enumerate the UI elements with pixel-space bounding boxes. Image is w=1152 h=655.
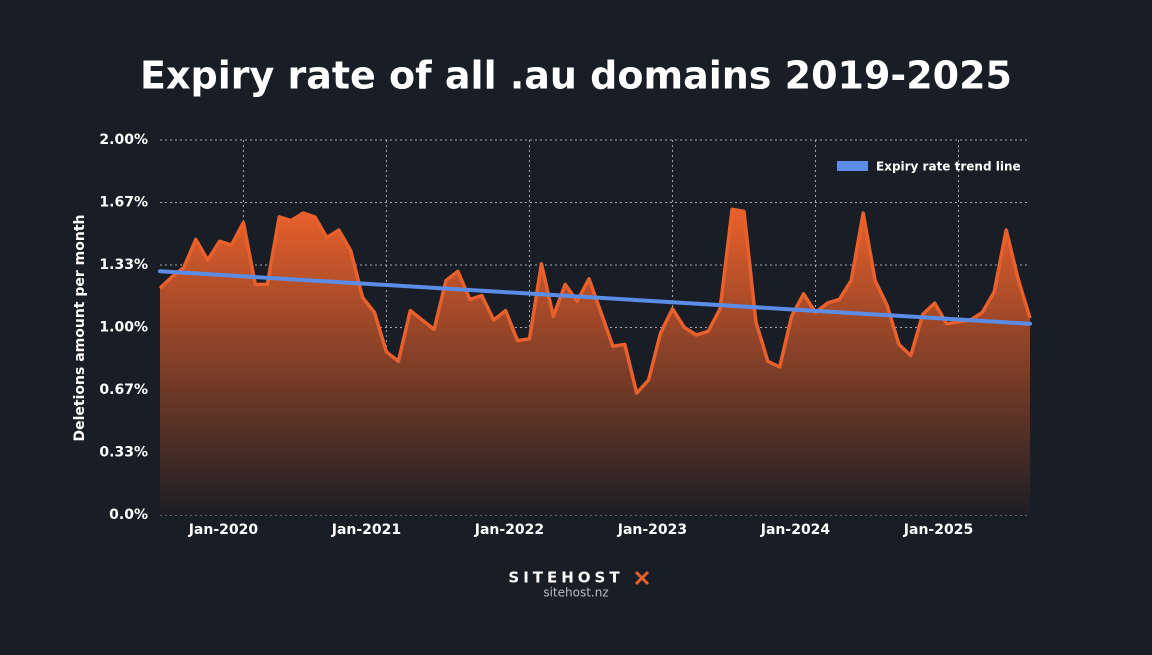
y-axis-label: Deletions amount per month [72,215,88,442]
legend: Expiry rate trend line [837,160,1021,174]
y-tick-label: 2.00% [99,132,148,148]
x-tick-label: Jan-2020 [188,522,259,538]
footer: SITEHOST sitehost.nz [508,569,650,600]
y-tick-label: 1.67% [99,194,148,210]
trend-line [158,269,1032,326]
brand-icon [634,570,650,586]
y-tick-label: 1.00% [99,320,148,336]
y-tick-label: 0.0% [109,507,148,523]
y-tick-label: 0.33% [99,445,148,461]
x-tick-label: Jan-2022 [474,522,544,538]
brand: SITEHOST [508,569,623,587]
plot [158,207,1032,515]
y-tick-label: 1.33% [99,257,148,273]
ticks: 0.0% 0.33% 0.67% 1.00% 1.33% 1.67% 2.00% Jan-20… [99,132,973,538]
x-tick-label: Jan-2024 [760,522,831,538]
area-fill [160,209,1030,515]
x-tick-label: Jan-2025 [903,522,973,538]
y-tick-label: 0.67% [99,382,148,398]
x-tick-label: Jan-2023 [617,522,687,538]
x-tick-label: Jan-2021 [331,522,401,538]
chart-title: Expiry rate of all .au domains 2019-2025 [140,54,1012,98]
url: sitehost.nz [543,586,608,600]
legend-label: Expiry rate trend line [876,160,1021,174]
legend-swatch [837,161,868,171]
